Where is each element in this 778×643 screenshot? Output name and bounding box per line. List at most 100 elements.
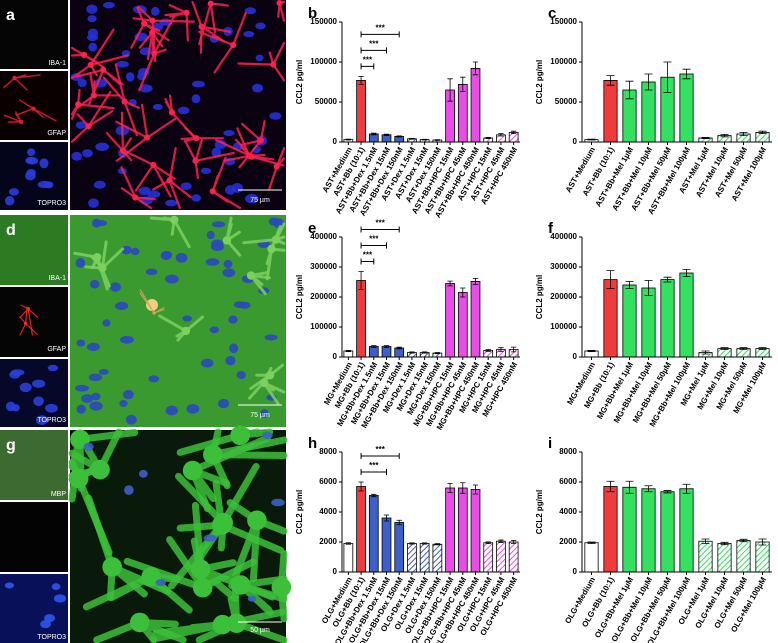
panel-letter: f: [548, 220, 554, 237]
error-bar: [739, 347, 748, 350]
bar: [457, 84, 468, 143]
cell-body: [168, 109, 176, 116]
cell-body: [247, 510, 267, 531]
bar: [717, 543, 732, 573]
bar: [470, 280, 481, 358]
nucleus: [121, 245, 132, 255]
cell-process: [225, 216, 242, 257]
cell-process: [3, 111, 22, 123]
error-bar: [606, 75, 615, 86]
nucleus: [37, 180, 52, 189]
nucleus: [88, 42, 98, 52]
y-tick-label: 8000: [559, 447, 577, 456]
cell-body: [80, 51, 88, 58]
nucleus: [93, 180, 106, 189]
y-tick-label: 50000: [315, 97, 338, 106]
cell-body: [87, 61, 94, 68]
error-bar: [606, 480, 615, 493]
cell-body: [209, 188, 216, 195]
bar: [496, 540, 506, 573]
nucleus: [76, 404, 86, 414]
nucleus: [76, 339, 86, 347]
error-bar: [472, 484, 479, 495]
nucleus: [211, 221, 226, 228]
nucleus: [26, 156, 39, 165]
cell-body: [207, 0, 214, 7]
significance-label: ***: [363, 251, 373, 260]
cell-process: [138, 31, 164, 61]
error-bar: [720, 134, 729, 138]
error-bar: [345, 138, 352, 141]
nucleus: [186, 404, 200, 414]
image-panel: [0, 0, 68, 69]
cell-process: [237, 41, 286, 82]
significance-bracket: [360, 31, 400, 38]
nucleus: [255, 22, 266, 30]
channel-label: TOPRO3: [37, 634, 66, 641]
nucleus: [152, 103, 163, 111]
error-bar: [421, 542, 428, 545]
bar: [445, 487, 455, 573]
nucleus: [191, 194, 202, 202]
bar: [641, 287, 656, 358]
bar: [603, 279, 618, 358]
bar: [381, 134, 392, 143]
error-bar: [434, 352, 441, 355]
panel-letter: g: [6, 437, 16, 454]
y-tick-label: 200000: [310, 292, 337, 301]
nucleus: [236, 371, 246, 380]
bar: [622, 284, 637, 358]
cell-process: [211, 156, 242, 210]
cell-process: [15, 99, 57, 122]
nucleus: [200, 358, 214, 368]
error-bar: [485, 136, 491, 140]
bar: [622, 486, 637, 573]
error-bar: [460, 76, 466, 92]
cell-body: [146, 299, 158, 311]
cell-body: [271, 577, 292, 598]
nucleus: [82, 149, 93, 158]
bar: [603, 80, 618, 143]
error-bar: [720, 541, 729, 546]
nucleus: [32, 379, 46, 388]
cell-process: [268, 147, 286, 191]
nucleus: [228, 315, 238, 324]
nucleus: [224, 185, 236, 195]
cell-body: [12, 75, 17, 81]
y-tick-label: 50000: [555, 97, 578, 106]
bar: [368, 495, 379, 573]
cell-body: [222, 236, 232, 245]
nucleus: [217, 398, 230, 409]
cell-body: [230, 41, 237, 49]
nucleus: [45, 403, 58, 413]
nucleus: [98, 368, 109, 375]
significance-bracket: [360, 258, 375, 265]
y-tick-label: 100000: [550, 322, 577, 331]
cell-body: [226, 613, 247, 634]
nucleus: [116, 60, 129, 68]
y-axis-title: CCL2 pg/ml: [295, 490, 304, 534]
error-bar: [421, 351, 428, 354]
y-tick-label: 0: [573, 352, 578, 361]
error-bar: [644, 280, 653, 296]
nucleus: [11, 404, 20, 412]
nucleus: [125, 72, 135, 82]
cell-process: [105, 111, 133, 162]
cell-body: [18, 119, 24, 124]
error-bar: [510, 130, 517, 134]
cell-process: [82, 573, 193, 614]
nucleus: [51, 583, 61, 591]
nucleus: [264, 334, 278, 341]
nucleus: [88, 373, 103, 382]
cell-process: [249, 271, 271, 296]
error-bar: [663, 61, 672, 93]
nucleus: [203, 534, 217, 542]
nucleus: [244, 7, 256, 15]
cell-process: [223, 127, 285, 167]
nucleus: [87, 28, 99, 39]
bar: [603, 486, 618, 573]
cell-body: [121, 98, 128, 105]
cell-body: [192, 577, 213, 598]
y-tick-label: 100000: [550, 57, 577, 66]
nucleus: [119, 399, 128, 407]
